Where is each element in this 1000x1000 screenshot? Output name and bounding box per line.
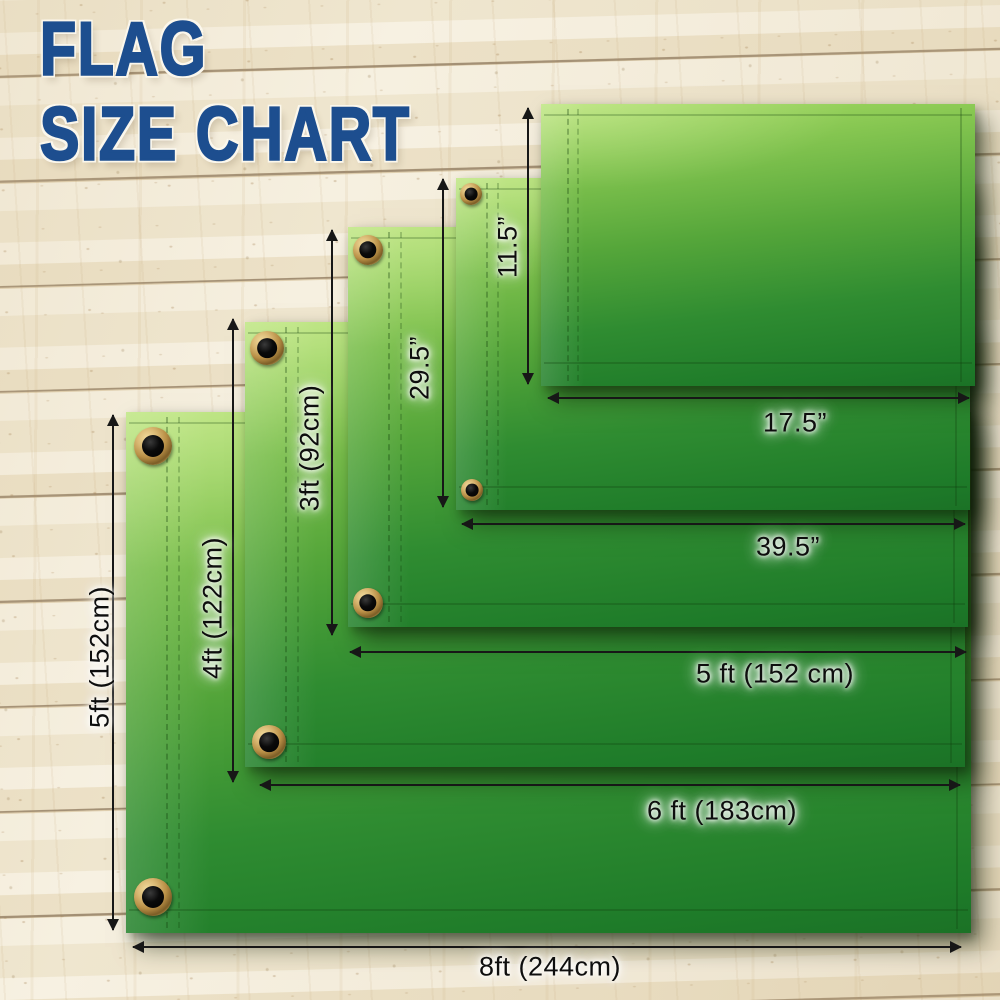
stitch-line xyxy=(544,114,972,116)
stitch-line xyxy=(577,109,579,381)
width-arrow-6ft-flag xyxy=(259,779,961,791)
stitch-line xyxy=(178,417,180,928)
width-arrow-17in-flag xyxy=(547,392,970,404)
height-label-6ft-flag: 4ft (122cm) xyxy=(197,536,228,680)
width-label-5ft-flag: 5 ft (152 cm) xyxy=(695,658,855,689)
width-label-8ft-flag: 8ft (244cm) xyxy=(478,951,622,982)
grommet-icon xyxy=(460,183,482,205)
width-label-6ft-flag: 6 ft (183cm) xyxy=(646,795,798,826)
stitch-line xyxy=(166,417,168,928)
page-title-line1: FLAG xyxy=(39,7,208,92)
page-title-line2: SIZE CHART xyxy=(39,92,411,177)
width-label-17in-flag: 17.5” xyxy=(762,407,828,438)
stitch-line xyxy=(567,109,569,381)
height-arrow-5ft-flag xyxy=(326,229,338,636)
height-label-8ft-flag: 5ft (152cm) xyxy=(84,585,115,729)
stitch-line xyxy=(960,108,962,382)
width-arrow-39in-flag xyxy=(461,518,966,530)
stitch-line xyxy=(248,743,962,745)
height-arrow-39in-flag xyxy=(437,178,449,508)
height-arrow-17in-flag xyxy=(522,107,534,385)
stitch-line xyxy=(544,362,972,364)
width-arrow-5ft-flag xyxy=(349,646,967,658)
grommet-icon xyxy=(353,588,383,618)
height-arrow-6ft-flag xyxy=(227,318,239,783)
grommet-icon xyxy=(353,235,383,265)
grommet-icon xyxy=(461,479,483,501)
stitch-line xyxy=(351,603,965,605)
grommet-icon xyxy=(250,331,284,365)
height-label-5ft-flag: 3ft (92cm) xyxy=(294,384,325,512)
stitch-line xyxy=(486,183,488,505)
flag-17in xyxy=(541,104,975,386)
height-label-39in-flag: 29.5” xyxy=(404,335,435,401)
width-arrow-8ft-flag xyxy=(132,941,962,953)
stitch-line xyxy=(459,486,967,488)
stitch-line xyxy=(388,232,390,622)
height-label-17in-flag: 11.5” xyxy=(492,215,523,279)
stitch-line xyxy=(400,232,402,622)
grommet-icon xyxy=(134,427,172,465)
stitch-line xyxy=(285,327,287,762)
grommet-icon xyxy=(134,878,172,916)
stitch-line xyxy=(129,909,968,911)
width-label-39in-flag: 39.5” xyxy=(755,531,821,562)
height-arrow-8ft-flag xyxy=(107,414,119,931)
grommet-icon xyxy=(252,725,286,759)
